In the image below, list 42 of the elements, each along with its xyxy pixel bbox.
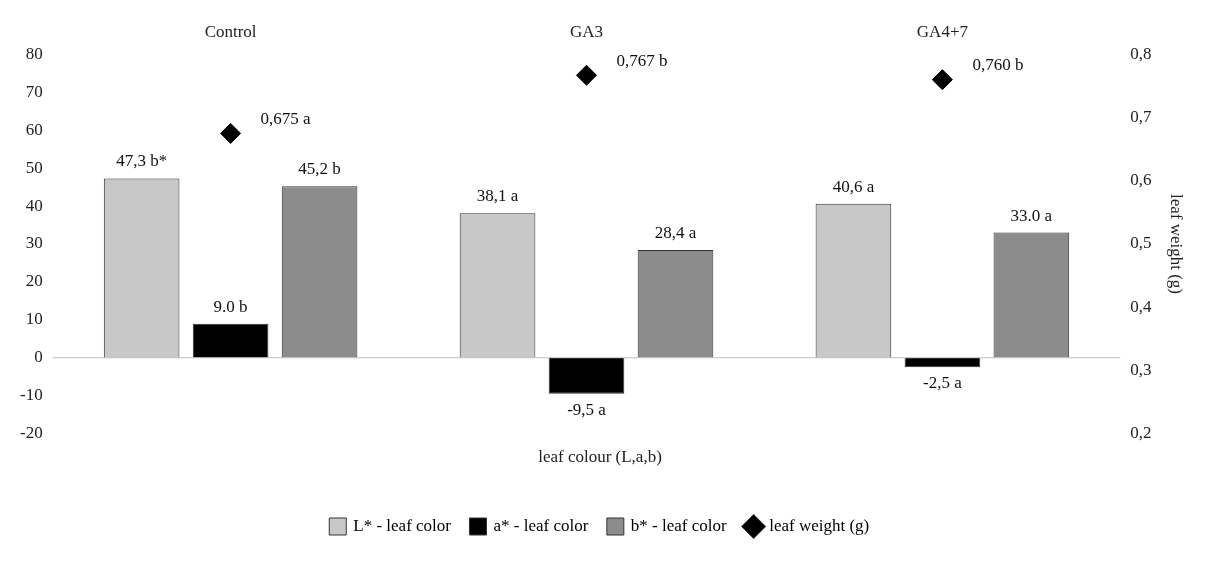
y-tick-label: -20 (19, 423, 43, 443)
y2-tick-label: 0,3 (1130, 359, 1152, 379)
point (220, 122, 242, 144)
legend-label: a* - leaf color (493, 515, 589, 535)
y-tick-label: 0 (34, 347, 43, 367)
legend-label: L* - leaf color (353, 515, 452, 535)
x-axis-title: leaf colour (L,a,b) (538, 447, 662, 467)
x-tick-label: GA3 (569, 21, 604, 41)
y-tick-label: 80 (25, 43, 43, 63)
y2-tick-label: 0,8 (1130, 43, 1152, 63)
data-label: 45,2 b (298, 159, 341, 179)
y-tick-label: 50 (25, 157, 43, 177)
data-label: 28,4 a (654, 223, 697, 243)
y-tick-label: 70 (25, 81, 43, 101)
data-label: -9,5 a (567, 399, 607, 419)
y-tick-label: -10 (19, 385, 43, 405)
x-tick-label: Control (204, 21, 257, 41)
y-tick-label: 40 (25, 195, 43, 215)
data-label: -2,5 a (923, 373, 963, 393)
data-label: 38,1 a (476, 186, 519, 206)
data-label: 0,675 a (260, 108, 312, 128)
data-label: 40,6 a (832, 176, 875, 196)
legend-label: b* - leaf color (630, 515, 727, 535)
y-tick-label: 30 (25, 233, 43, 253)
y-tick-label: 60 (25, 119, 43, 139)
x-tick-label: GA4+7 (916, 21, 969, 41)
data-label: 0,760 b (972, 55, 1024, 75)
data-label: 33.0 a (1010, 205, 1053, 225)
y2-tick-label: 0,2 (1130, 423, 1152, 443)
y2-tick-label: 0,5 (1130, 233, 1152, 253)
y2-axis-title: leaf weight (g) (1167, 193, 1187, 295)
legend-label: leaf weight (g) (769, 515, 870, 535)
y2-tick-label: 0,6 (1130, 170, 1152, 190)
data-label: 0,767 b (616, 50, 668, 70)
data-label: 47,3 b* (116, 151, 168, 171)
y-tick-label: 20 (25, 271, 43, 291)
y-tick-label: 10 (25, 309, 43, 329)
y2-tick-label: 0,4 (1130, 296, 1153, 316)
point (576, 64, 598, 86)
data-label: 9.0 b (213, 296, 248, 316)
point (931, 69, 953, 91)
y2-tick-label: 0,7 (1130, 107, 1153, 127)
